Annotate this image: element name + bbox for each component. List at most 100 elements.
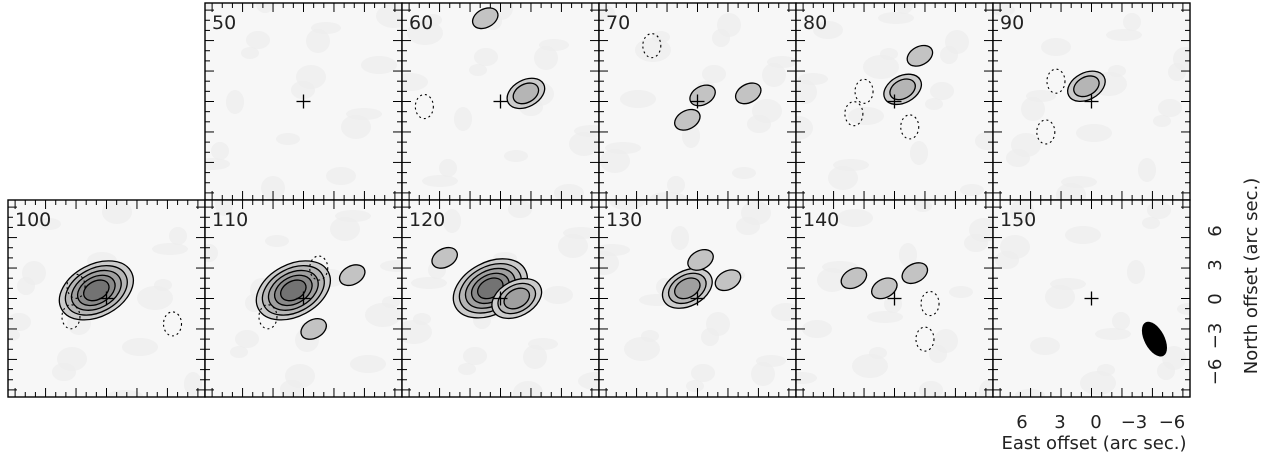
- contour: [674, 108, 701, 131]
- channel-panel: 80: [795, 2, 994, 201]
- channel-panel: 100: [7, 199, 206, 398]
- noise-patch: [454, 107, 472, 131]
- noise-patch: [184, 372, 202, 396]
- noise-patch: [534, 46, 558, 70]
- x-tick-label: 0: [1090, 412, 1101, 433]
- noise-patch: [578, 372, 599, 390]
- panel-ticks: [205, 200, 402, 397]
- noise-patch: [230, 346, 248, 358]
- noise-patch: [422, 175, 458, 187]
- noise-patch: [1177, 303, 1190, 315]
- negative-contour: [66, 273, 86, 299]
- noise-patch: [341, 115, 371, 139]
- emission-blob: [300, 318, 327, 340]
- y-tick-label: 3: [1205, 259, 1226, 270]
- noise-patch: [1168, 63, 1186, 81]
- emission-blob: [1067, 70, 1106, 103]
- noise-patch: [169, 227, 187, 245]
- emission-blob: [338, 264, 366, 287]
- panel-ticks: [205, 3, 402, 200]
- noise-patch: [205, 158, 230, 170]
- noise-patch: [813, 21, 843, 39]
- contour: [901, 262, 929, 285]
- noise-patch: [609, 200, 645, 210]
- contour: [871, 277, 898, 300]
- contour: [734, 82, 762, 105]
- emission-blob: [840, 267, 868, 290]
- negative-contour: [844, 101, 864, 127]
- contour: [512, 82, 540, 105]
- velocity-label: 130: [606, 209, 642, 231]
- channel-panel: 60: [401, 2, 600, 201]
- noise-patch: [993, 4, 1015, 16]
- negative-contour: [162, 311, 183, 337]
- x-tick-label: −6: [1159, 412, 1186, 433]
- negative-contour: [258, 304, 278, 330]
- noise-patch: [1095, 328, 1131, 340]
- panel-ticks: [796, 200, 993, 397]
- velocity-label: 60: [409, 12, 433, 34]
- noise-patch: [828, 166, 858, 190]
- noise-patch: [439, 159, 457, 177]
- contour: [674, 277, 701, 300]
- y-axis-label: North offset (arc sec.): [1241, 178, 1262, 374]
- x-axis-ticklabels: 6 3 0 −3 −6: [1016, 412, 1185, 433]
- noise-patch: [280, 380, 304, 397]
- noise-patch: [1142, 217, 1160, 229]
- noise-patch: [569, 132, 599, 156]
- noise-patch: [137, 286, 173, 310]
- noise-patch: [37, 218, 61, 230]
- noise-patch: [671, 226, 689, 250]
- noise-patch: [411, 277, 447, 289]
- velocity-label: 120: [409, 209, 445, 231]
- x-tick-label: −3: [1121, 412, 1148, 433]
- noise-patch: [1138, 158, 1156, 182]
- velocity-label: 90: [1000, 12, 1024, 34]
- noise-patch: [1112, 312, 1130, 330]
- emission-blob: [906, 44, 934, 67]
- panel-ticks: [402, 200, 599, 397]
- noise-patch: [1153, 115, 1171, 127]
- emission-blob: [883, 73, 923, 106]
- x-axis-label: East offset (arc sec.): [1002, 433, 1187, 454]
- noise-patch: [558, 234, 588, 258]
- noise-patch: [8, 329, 20, 341]
- panel-ticks: [993, 200, 1190, 397]
- noise-patch: [964, 234, 988, 252]
- noise-patch: [796, 372, 817, 384]
- noise-patch: [361, 56, 397, 74]
- noise-patch: [365, 303, 401, 327]
- noise-patch: [443, 209, 461, 233]
- velocity-label: 150: [1000, 209, 1036, 231]
- noise-patch: [17, 277, 35, 295]
- noise-patch: [736, 217, 760, 235]
- noise-patch: [919, 381, 943, 397]
- noise-patch: [635, 38, 671, 62]
- contour: [840, 267, 868, 290]
- contour: [300, 318, 327, 340]
- noise-patch: [1147, 201, 1171, 219]
- noise-patch: [1030, 337, 1060, 355]
- velocity-label: 110: [212, 209, 248, 231]
- noise-patch: [702, 65, 726, 83]
- noise-patch: [235, 330, 259, 348]
- noise-patch: [620, 90, 656, 108]
- noise-patch: [1056, 183, 1086, 200]
- noise-patch: [701, 328, 719, 346]
- panel-ticks: [993, 3, 1190, 200]
- channel-panel: 50: [204, 2, 403, 201]
- noise-patch: [504, 150, 528, 162]
- noise-patch: [122, 338, 158, 356]
- emission-blob: [491, 277, 543, 320]
- noise-patch: [899, 243, 917, 267]
- panel-ticks: [599, 200, 796, 397]
- emission-blob: [901, 262, 929, 285]
- noise-patch: [256, 3, 274, 13]
- noise-patch: [1123, 13, 1141, 31]
- noise-patch: [914, 200, 932, 212]
- emission-blob: [687, 248, 714, 271]
- noise-patch: [771, 303, 796, 321]
- negative-contour: [1036, 119, 1056, 145]
- panel-ticks: [8, 200, 205, 397]
